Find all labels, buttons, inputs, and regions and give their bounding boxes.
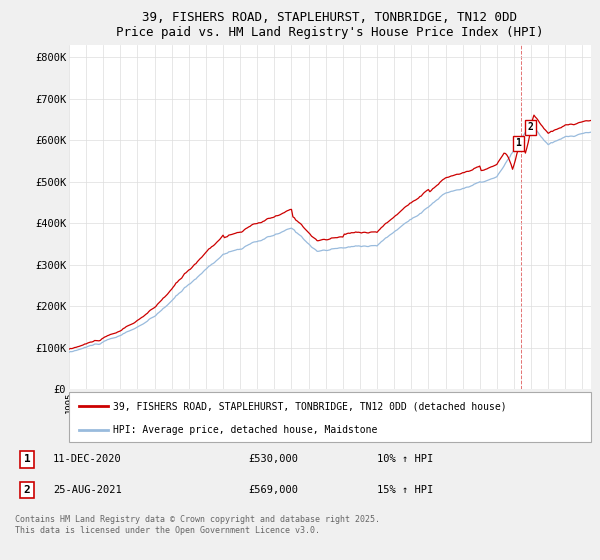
Text: 39, FISHERS ROAD, STAPLEHURST, TONBRIDGE, TN12 0DD (detached house): 39, FISHERS ROAD, STAPLEHURST, TONBRIDGE… <box>113 401 507 411</box>
FancyBboxPatch shape <box>69 392 591 442</box>
Text: 1: 1 <box>515 138 521 148</box>
Text: 2: 2 <box>23 485 31 495</box>
Text: 1: 1 <box>23 454 31 464</box>
Text: Contains HM Land Registry data © Crown copyright and database right 2025.
This d: Contains HM Land Registry data © Crown c… <box>15 515 380 535</box>
Text: HPI: Average price, detached house, Maidstone: HPI: Average price, detached house, Maid… <box>113 425 378 435</box>
Text: £530,000: £530,000 <box>248 454 298 464</box>
Text: £569,000: £569,000 <box>248 485 298 495</box>
Text: 15% ↑ HPI: 15% ↑ HPI <box>377 485 433 495</box>
Text: 2: 2 <box>527 122 533 132</box>
Title: 39, FISHERS ROAD, STAPLEHURST, TONBRIDGE, TN12 0DD
Price paid vs. HM Land Regist: 39, FISHERS ROAD, STAPLEHURST, TONBRIDGE… <box>116 11 544 39</box>
Text: 11-DEC-2020: 11-DEC-2020 <box>53 454 122 464</box>
Text: 10% ↑ HPI: 10% ↑ HPI <box>377 454 433 464</box>
Text: 25-AUG-2021: 25-AUG-2021 <box>53 485 122 495</box>
